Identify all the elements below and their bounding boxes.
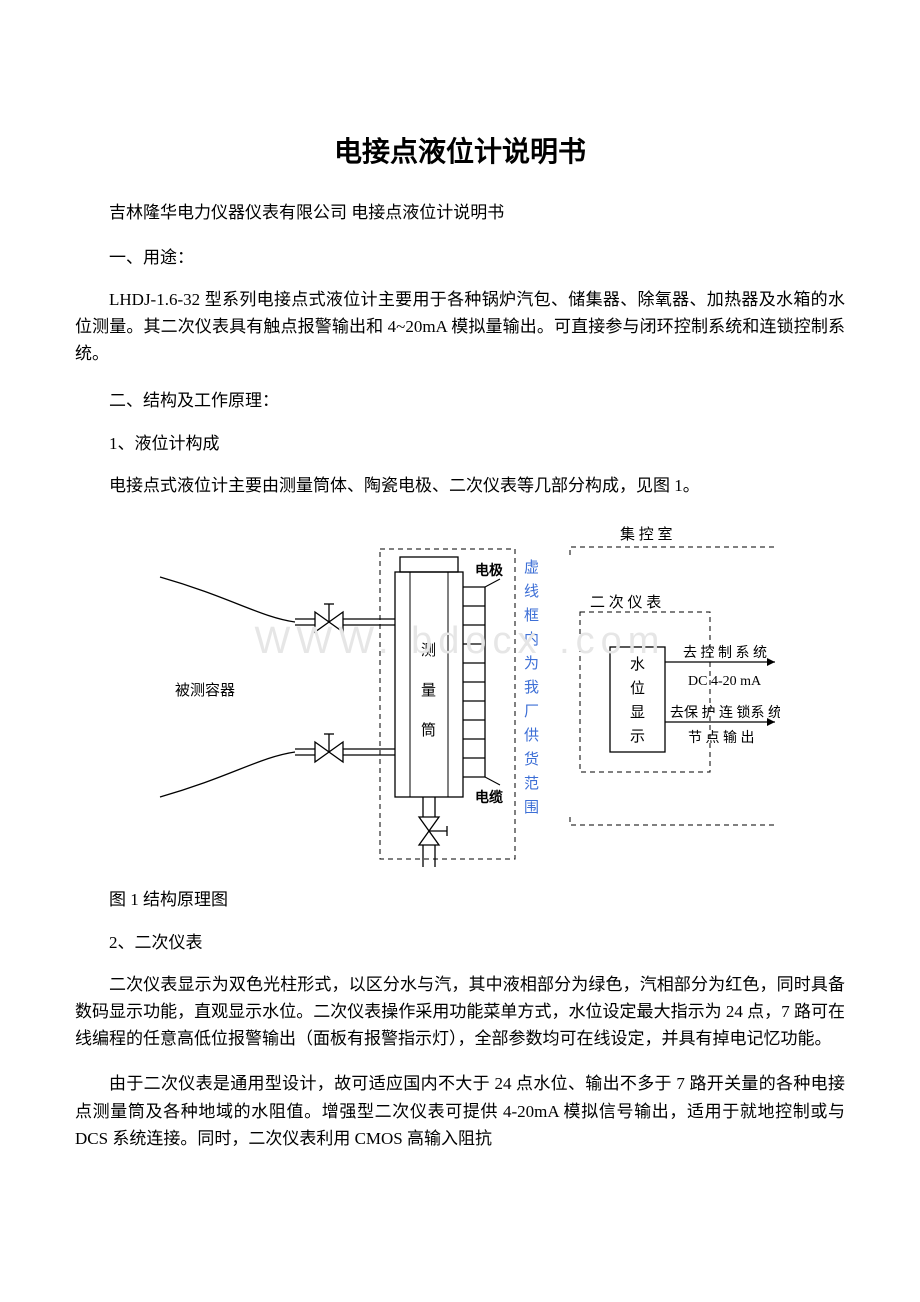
section-1-heading: 一、用途： (75, 243, 845, 268)
svg-text:虚: 虚 (524, 559, 539, 576)
svg-text:显: 显 (630, 705, 645, 721)
svg-text:线: 线 (524, 583, 539, 600)
subheading-2: 2、二次仪表 (75, 928, 845, 953)
structure-diagram: 被测容器 测量筒 电极电缆 虚线框内为我厂供货范围 集 控 室二 次 仪 表水位显示 去 … (140, 517, 780, 877)
svg-text:位: 位 (630, 680, 645, 697)
paragraph-1: LHDJ-1.6-32 型系列电接点式液位计主要用于各种锅炉汽包、储集器、除氧器… (75, 286, 845, 368)
svg-text:我: 我 (524, 679, 539, 696)
diagram-container: 被测容器 测量筒 电极电缆 虚线框内为我厂供货范围 集 控 室二 次 仪 表水位显示 去 … (75, 517, 845, 877)
paragraph-2: 电接点式液位计主要由测量筒体、陶瓷电极、二次仪表等几部分构成，见图 1。 (75, 472, 845, 499)
figure-caption: 图 1 结构原理图 (75, 885, 845, 910)
paragraph-3: 二次仪表显示为双色光柱形式，以区分水与汽，其中液相部分为绿色，汽相部分为红色，同… (75, 971, 845, 1053)
svg-text:为: 为 (524, 655, 539, 672)
svg-text:二 次 仪 表: 二 次 仪 表 (590, 594, 661, 611)
svg-text:电缆: 电缆 (475, 789, 503, 806)
svg-text:测: 测 (421, 642, 436, 659)
svg-text:去保 护 连 锁系 统: 去保 护 连 锁系 统 (670, 705, 780, 721)
svg-text:范: 范 (524, 775, 539, 792)
svg-text:DC 4-20 mA: DC 4-20 mA (688, 674, 762, 689)
svg-text:围: 围 (524, 800, 539, 816)
svg-text:供: 供 (524, 727, 539, 744)
svg-text:电极: 电极 (475, 562, 504, 579)
svg-text:筒: 筒 (421, 722, 436, 739)
svg-text:水: 水 (630, 656, 645, 673)
svg-text:框: 框 (524, 607, 539, 624)
svg-text:示: 示 (630, 729, 645, 745)
svg-text:量: 量 (421, 683, 436, 699)
svg-text:集 控 室: 集 控 室 (620, 526, 673, 543)
subheading-1: 1、液位计构成 (75, 429, 845, 454)
svg-text:节 点 输 出: 节 点 输 出 (688, 730, 755, 746)
document-subtitle: 吉林隆华电力仪器仪表有限公司 电接点液位计说明书 (75, 198, 845, 223)
paragraph-4: 由于二次仪表是通用型设计，故可适应国内不大于 24 点水位、输出不多于 7 路开… (75, 1070, 845, 1152)
svg-text:去 控 制 系 统: 去 控 制 系 统 (683, 645, 767, 661)
svg-text:厂: 厂 (524, 704, 539, 720)
svg-text:内: 内 (524, 631, 539, 648)
svg-text:被测容器: 被测容器 (175, 682, 235, 699)
section-2-heading: 二、结构及工作原理： (75, 386, 845, 411)
document-title: 电接点液位计说明书 (75, 130, 845, 170)
svg-text:货: 货 (524, 751, 539, 768)
